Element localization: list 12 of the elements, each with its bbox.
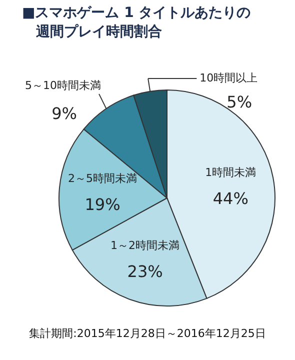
data-label: 19% xyxy=(84,194,120,214)
slice-label: 5～10時間未満 xyxy=(25,78,102,92)
data-label: 23% xyxy=(127,262,163,281)
chart-title: ■スマホゲーム 1 タイトルあたりの週間プレイ時間割合 xyxy=(22,4,252,42)
data-label: 9% xyxy=(52,104,78,123)
slice-label: 1時間未満 xyxy=(205,166,256,179)
text: 集計期間:2015年12月28日～2016年12月25日 xyxy=(28,326,267,341)
slice-label: 2～5時間未満 xyxy=(68,172,137,185)
data-label: 44% xyxy=(212,188,248,208)
slice-label: 1～2時間未満 xyxy=(110,238,180,252)
data-label: 5% xyxy=(226,92,252,112)
slice-label: 10時間以上 xyxy=(200,72,258,85)
